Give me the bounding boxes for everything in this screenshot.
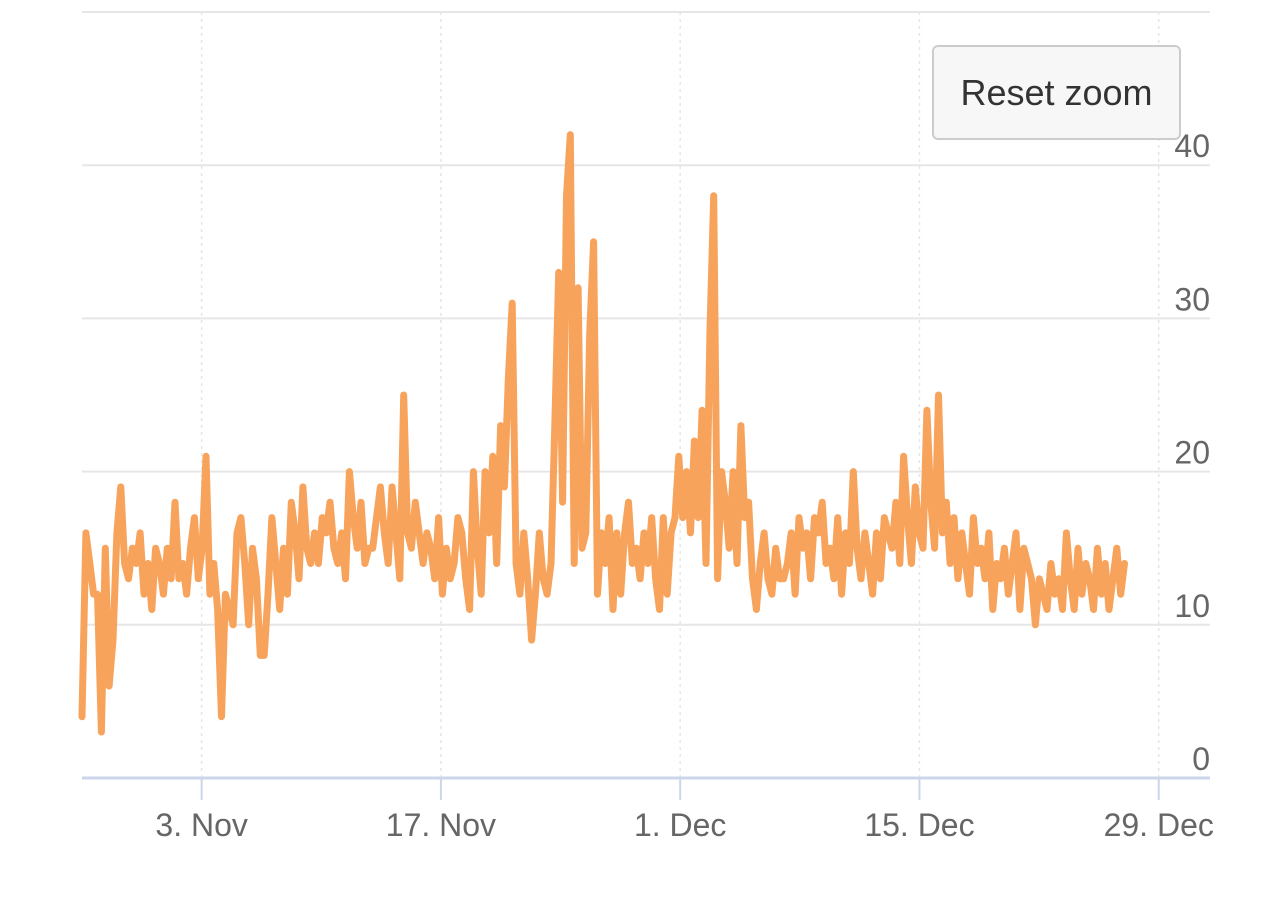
y-tick-label: 0 <box>1192 741 1210 777</box>
reset-zoom-button[interactable]: Reset zoom <box>932 45 1181 140</box>
series-layer <box>78 131 1128 736</box>
y-tick-label: 10 <box>1174 588 1210 624</box>
x-tick-label: 3. Nov <box>155 807 247 843</box>
y-tick-label: 30 <box>1174 281 1210 317</box>
axis-labels: 3. Nov 17. Nov 1. Dec 15. Dec 29. Dec 0 10 20 30… <box>155 128 1213 843</box>
x-tick-label: 29. Dec <box>1104 807 1214 843</box>
x-tick-label: 1. Dec <box>634 807 726 843</box>
grid <box>82 11 1210 778</box>
series-line <box>78 131 1128 736</box>
x-tick-label: 15. Dec <box>864 807 974 843</box>
x-tick-label: 17. Nov <box>386 807 496 843</box>
y-tick-label: 20 <box>1174 435 1210 471</box>
x-axis <box>82 776 1210 800</box>
